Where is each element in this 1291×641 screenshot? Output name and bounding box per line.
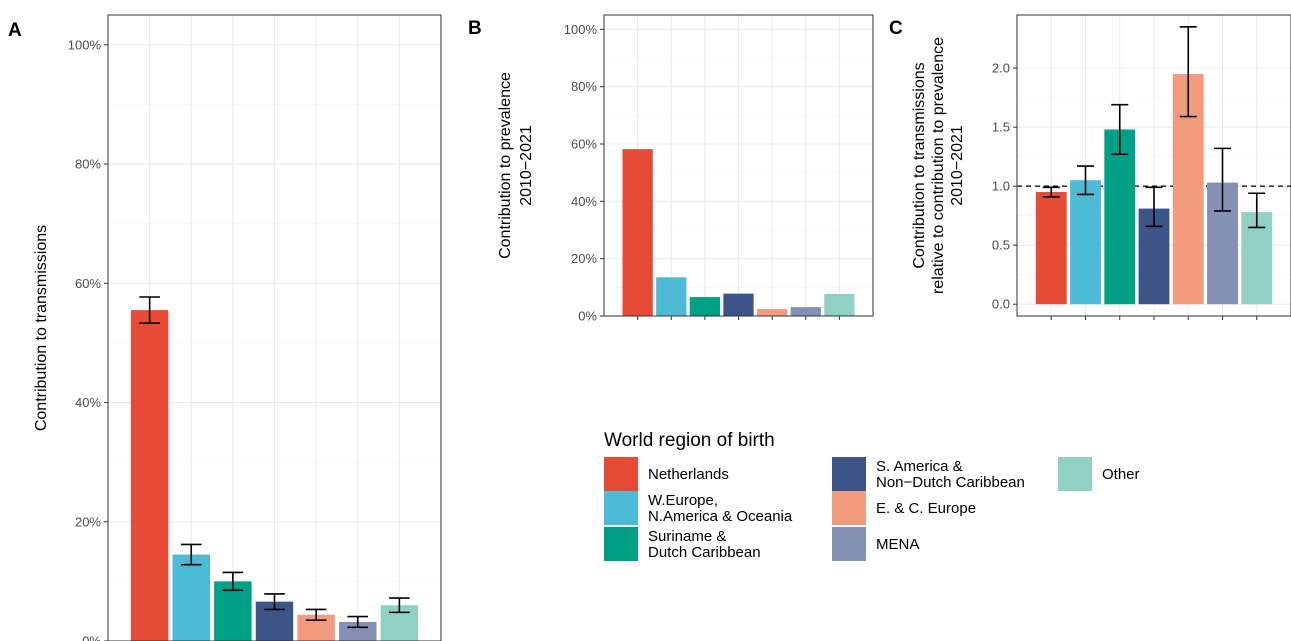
y-tick-label: 0.0: [992, 297, 1010, 312]
bar: [824, 293, 855, 316]
bar: [756, 309, 788, 316]
panel-b: B 0% 20% 40% 60% 80% 100% Contribution to prev…: [468, 14, 874, 324]
legend-label: N.America & Oceania: [648, 508, 793, 525]
y-tick-label: 0%: [82, 634, 101, 641]
bar: [1035, 192, 1067, 305]
legend: World region of birth Netherlands W.Europ…: [604, 430, 1140, 561]
y-tick-label: 80%: [75, 157, 101, 172]
panel-c: C 0.0 0.5 1.0 1.5 2.0 Contribution to transmi…: [889, 14, 1291, 320]
bar: [689, 297, 721, 316]
legend-label: Dutch Caribbean: [648, 544, 761, 561]
panel-a: A 0% 20% 40% 60% 80% 100% Contribution to tran…: [8, 14, 442, 641]
bar: [1104, 129, 1136, 305]
legend-label: Other: [1102, 466, 1140, 483]
bar: [130, 310, 169, 641]
panel-label-b: B: [468, 18, 482, 39]
y-tick-label: 60%: [571, 137, 597, 152]
bar: [172, 554, 210, 641]
y-tick-label: 80%: [571, 79, 597, 94]
y-tick-label: 100%: [564, 22, 598, 37]
y-axis-title: relative to contribution to prevalence: [930, 37, 947, 294]
legend-title: World region of birth: [604, 430, 775, 451]
legend-label: MENA: [876, 536, 919, 553]
legend-key: [832, 527, 866, 561]
legend-label: S. America &: [876, 458, 963, 475]
y-axis-title: Contribution to transmissions: [911, 62, 928, 268]
panel-label-c: C: [889, 18, 903, 39]
y-tick-label: 100%: [68, 37, 102, 52]
panel-label-a: A: [8, 20, 22, 41]
panel-border: [107, 14, 442, 641]
bar: [622, 149, 653, 316]
bar: [1070, 180, 1101, 305]
legend-key: [604, 457, 638, 491]
bar: [723, 293, 754, 316]
y-tick-label: 0%: [578, 309, 597, 324]
legend-key: [1058, 457, 1092, 491]
legend-label: Suriname &: [648, 528, 726, 545]
legend-key: [604, 527, 638, 561]
y-axis-title: Contribution to prevalence: [497, 72, 514, 259]
legend-key: [832, 491, 866, 525]
y-tick-label: 20%: [75, 514, 101, 529]
y-axis-title: 2010−2021: [949, 125, 966, 206]
y-tick-label: 2.0: [992, 61, 1010, 76]
y-tick-label: 40%: [571, 194, 597, 209]
y-tick-label: 20%: [571, 251, 597, 266]
y-axis-title: 2010−2021: [518, 125, 535, 206]
legend-label: Netherlands: [648, 466, 729, 483]
y-tick-label: 0.5: [992, 238, 1010, 253]
y-tick-label: 40%: [75, 395, 101, 410]
y-axis-title: Contribution to transmissions: [33, 225, 50, 431]
legend-label: E. & C. Europe: [876, 500, 976, 517]
y-tick-label: 1.5: [992, 120, 1010, 135]
bar: [656, 277, 687, 316]
legend-label: W.Europe,: [648, 492, 718, 509]
y-tick-label: 1.0: [992, 179, 1010, 194]
bar: [214, 581, 252, 641]
y-tick-label: 60%: [75, 276, 101, 291]
bar: [790, 307, 821, 316]
legend-key: [604, 491, 638, 525]
legend-key: [832, 457, 866, 491]
legend-label: Non−Dutch Caribbean: [876, 474, 1025, 491]
